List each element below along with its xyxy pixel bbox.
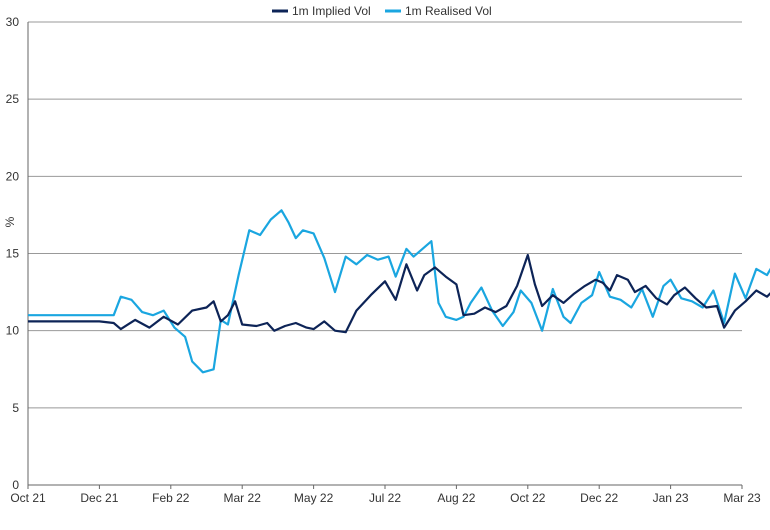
x-tick-label: Mar 22 xyxy=(224,491,262,505)
x-tick-label: Oct 21 xyxy=(10,491,46,505)
x-tick-label: Dec 22 xyxy=(580,491,618,505)
y-tick-label: 25 xyxy=(6,92,20,106)
axes: 0 5 10 15 20 25 30 Oct 21 Dec 21 Feb 22 Mar 22 May … xyxy=(6,15,761,505)
y-axis-label: % xyxy=(3,216,17,227)
x-tick-label: May 22 xyxy=(294,491,334,505)
series-line-implied-vol xyxy=(28,253,770,334)
x-tick-label: Jul 22 xyxy=(369,491,401,505)
y-tick-label: 0 xyxy=(12,478,19,492)
y-tick-label: 10 xyxy=(6,324,20,338)
x-tick-label: Dec 21 xyxy=(80,491,118,505)
y-tick-label: 15 xyxy=(6,247,20,261)
x-tick-label: Oct 22 xyxy=(510,491,546,505)
legend-label: 1m Realised Vol xyxy=(405,4,492,18)
x-tick-label: Jan 23 xyxy=(653,491,689,505)
y-tick-label: 20 xyxy=(6,169,20,183)
y-tick-label: 5 xyxy=(12,401,19,415)
x-tick-label: Aug 22 xyxy=(437,491,475,505)
legend-label: 1m Implied Vol xyxy=(292,4,371,18)
series-line-realised-vol xyxy=(28,209,770,374)
x-tick-label: Feb 22 xyxy=(152,491,190,505)
legend: 1m Implied Vol 1m Realised Vol xyxy=(272,4,492,18)
x-tick-label: Mar 23 xyxy=(723,491,761,505)
y-tick-label: 30 xyxy=(6,15,20,29)
series-lines xyxy=(28,209,770,374)
grid-lines xyxy=(28,21,742,409)
